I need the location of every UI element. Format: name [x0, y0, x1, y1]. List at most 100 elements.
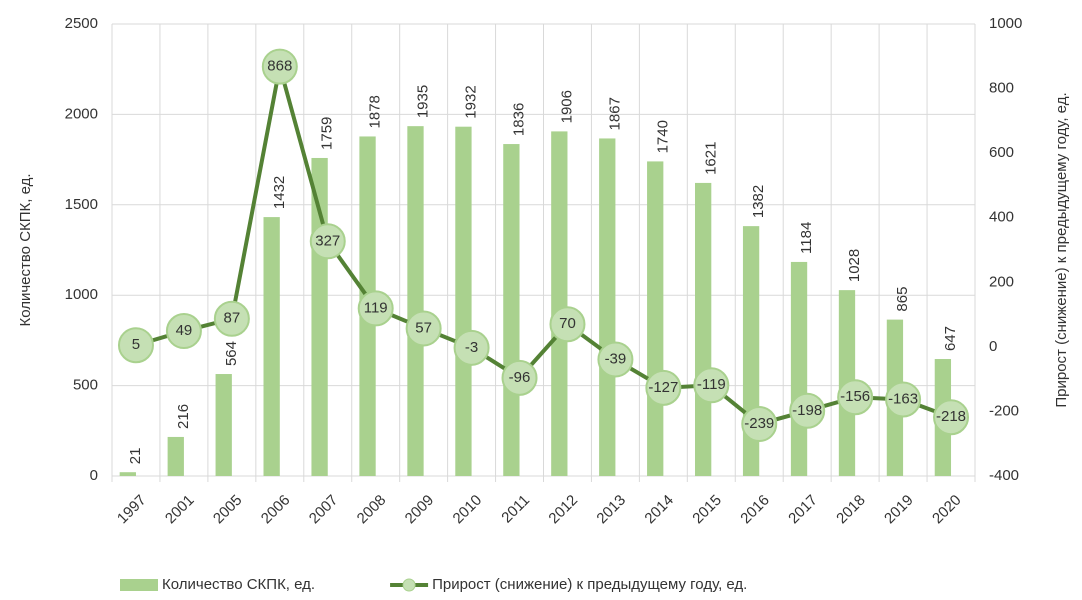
bar-value-label: 1867	[606, 97, 623, 130]
x-tick-label: 1997	[114, 492, 150, 528]
legend-label: Количество СКПК, ед.	[162, 576, 315, 593]
line-marker	[837, 379, 874, 416]
x-tick-label: 2014	[641, 492, 677, 528]
y-axis-title: Количество СКПК, ед.	[17, 173, 34, 326]
line-value-label: 49	[176, 322, 193, 339]
line-value-label: 57	[415, 319, 432, 336]
x-tick-label: 2013	[593, 492, 629, 528]
line-value-label: -156	[840, 388, 870, 405]
line-marker	[885, 381, 922, 418]
line-marker	[165, 313, 202, 350]
line-value-label: -39	[605, 350, 627, 367]
y2-tick-label: 200	[989, 273, 1014, 290]
x-tick-label: 2006	[258, 492, 294, 528]
line-marker	[501, 359, 538, 396]
legend-swatch	[120, 579, 158, 591]
bar-value-label: 647	[942, 326, 959, 351]
line-marker	[453, 329, 490, 366]
bar-value-label: 1836	[510, 103, 527, 136]
line-value-label: 327	[315, 232, 340, 249]
line-marker	[117, 327, 154, 364]
bar	[215, 374, 232, 476]
line-value-label: -198	[792, 402, 822, 419]
bar-value-label: 1432	[271, 176, 288, 209]
y2-tick-label: 800	[989, 80, 1014, 97]
line-value-label: -163	[888, 390, 918, 407]
x-tick-label: 2019	[881, 492, 917, 528]
bar-value-label: 1878	[367, 95, 384, 128]
line-value-label: 5	[132, 336, 140, 353]
line-marker	[645, 369, 682, 406]
x-tick-label: 2018	[833, 492, 869, 528]
x-tick-label: 2012	[545, 492, 581, 528]
y2-tick-label: -200	[989, 402, 1019, 419]
x-tick-label: 2017	[785, 492, 821, 528]
bar-value-label: 1759	[319, 117, 336, 150]
bar	[647, 161, 664, 476]
x-tick-label: 2001	[162, 492, 198, 528]
bar-value-label: 1906	[558, 90, 575, 123]
legend-marker	[402, 578, 416, 592]
x-tick-label: 2011	[498, 492, 533, 527]
line-value-label: -96	[509, 369, 531, 386]
bar	[599, 138, 616, 476]
x-tick-label: 2005	[210, 492, 246, 528]
y2-tick-label: 600	[989, 144, 1014, 161]
x-tick-label: 2010	[450, 492, 486, 528]
legend-label: Прирост (снижение) к предыдущему году, е…	[432, 576, 747, 593]
y-tick-label: 2000	[65, 105, 98, 122]
bar	[455, 126, 472, 476]
bar-value-label: 564	[223, 341, 240, 366]
x-tick-label: 2009	[402, 492, 438, 528]
bar-value-label: 1935	[415, 85, 432, 118]
bar	[167, 436, 184, 476]
y-tick-label: 1500	[65, 196, 98, 213]
bar	[695, 182, 712, 476]
bar-value-label: 1932	[463, 85, 480, 118]
y2-tick-label: -400	[989, 467, 1019, 484]
line-value-label: -239	[744, 415, 774, 432]
bar-value-label: 1028	[846, 249, 863, 282]
bar	[263, 217, 280, 476]
bar-value-label: 1184	[798, 222, 815, 254]
line-value-label: 868	[267, 58, 292, 75]
line-marker	[741, 406, 778, 443]
y-tick-label: 2500	[65, 15, 98, 32]
bar	[407, 126, 424, 476]
y2-axis-title: Прирост (снижение) к предыдущему году, е…	[1053, 92, 1070, 407]
y-tick-label: 500	[73, 377, 98, 394]
line-value-label: -218	[936, 408, 966, 425]
line-value-label: -3	[465, 339, 478, 356]
bar	[119, 472, 136, 476]
x-tick-label: 2007	[306, 492, 342, 528]
line-marker	[357, 290, 394, 327]
bar-value-label: 21	[127, 448, 144, 465]
y2-tick-label: 0	[989, 338, 997, 355]
bar-value-label: 1740	[654, 120, 671, 153]
line-value-label: -119	[697, 376, 726, 393]
line-marker	[549, 306, 586, 343]
bar	[551, 131, 568, 476]
line-value-label: 87	[224, 310, 241, 327]
line-marker	[405, 310, 442, 347]
line-marker	[261, 48, 298, 85]
line-value-label: -127	[648, 379, 678, 396]
y2-tick-label: 400	[989, 209, 1014, 226]
bar-value-label: 216	[175, 404, 192, 429]
y-tick-label: 0	[90, 467, 98, 484]
line-marker	[597, 341, 634, 378]
bar-value-label: 1621	[702, 142, 719, 175]
bar-value-label: 1382	[750, 185, 767, 218]
bar	[503, 144, 520, 476]
line-marker	[309, 223, 346, 260]
line-marker	[789, 392, 826, 429]
x-tick-label: 2015	[689, 492, 725, 528]
line-marker	[693, 367, 730, 404]
x-tick-label: 2016	[737, 492, 773, 528]
x-tick-label: 2020	[929, 492, 965, 528]
line-value-label: 119	[364, 299, 388, 316]
y-tick-label: 1000	[65, 286, 98, 303]
line-marker	[933, 399, 970, 436]
y2-tick-label: 1000	[989, 15, 1022, 32]
line-marker	[213, 300, 250, 337]
